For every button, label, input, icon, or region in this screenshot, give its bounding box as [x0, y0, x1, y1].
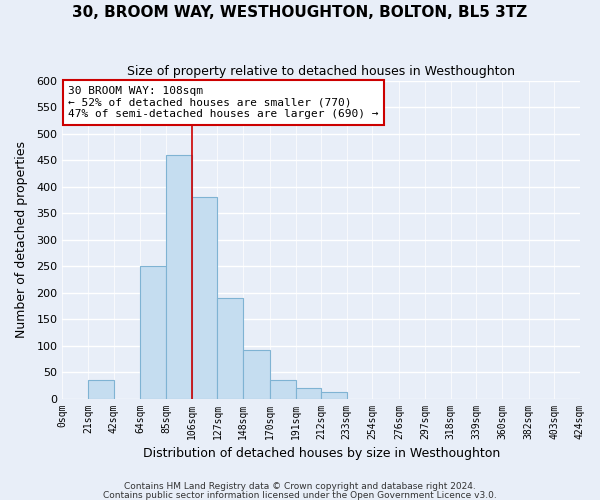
Bar — [321, 392, 347, 398]
Bar — [296, 388, 321, 398]
Title: Size of property relative to detached houses in Westhoughton: Size of property relative to detached ho… — [127, 65, 515, 78]
Bar — [270, 380, 296, 398]
Bar — [192, 197, 217, 398]
X-axis label: Distribution of detached houses by size in Westhoughton: Distribution of detached houses by size … — [143, 447, 500, 460]
Bar — [140, 266, 166, 398]
Bar — [243, 350, 270, 399]
Text: 30, BROOM WAY, WESTHOUGHTON, BOLTON, BL5 3TZ: 30, BROOM WAY, WESTHOUGHTON, BOLTON, BL5… — [73, 5, 527, 20]
Text: Contains HM Land Registry data © Crown copyright and database right 2024.: Contains HM Land Registry data © Crown c… — [124, 482, 476, 491]
Bar — [88, 380, 113, 398]
Text: 30 BROOM WAY: 108sqm
← 52% of detached houses are smaller (770)
47% of semi-deta: 30 BROOM WAY: 108sqm ← 52% of detached h… — [68, 86, 379, 119]
Text: Contains public sector information licensed under the Open Government Licence v3: Contains public sector information licen… — [103, 490, 497, 500]
Y-axis label: Number of detached properties: Number of detached properties — [15, 141, 28, 338]
Bar — [217, 298, 243, 398]
Bar — [166, 155, 192, 398]
